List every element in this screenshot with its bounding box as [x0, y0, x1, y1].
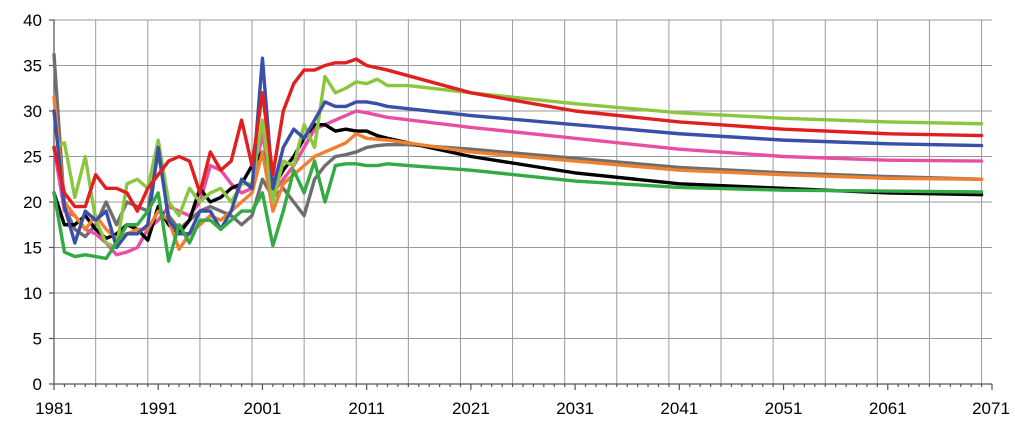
y-tick-label: 15	[23, 239, 42, 258]
series-line-7	[52, 57, 984, 213]
x-tick-label: 2061	[869, 399, 907, 418]
x-tick-label: 2011	[348, 399, 385, 418]
axes	[49, 19, 993, 390]
x-tick-label: 2021	[452, 399, 490, 418]
y-tick-label: 5	[33, 330, 42, 349]
series-lines	[52, 52, 984, 263]
series-line-8	[52, 159, 984, 263]
y-tick-label: 40	[23, 11, 42, 30]
series-line-5	[52, 74, 984, 250]
x-tick-label: 2031	[556, 399, 594, 418]
x-tick-label: 2071	[972, 399, 1010, 418]
x-tick-label: 2001	[244, 399, 282, 418]
y-tick-label: 10	[23, 284, 42, 303]
series-line-2	[52, 109, 984, 257]
y-tick-label: 0	[33, 375, 42, 394]
y-tick-label: 20	[23, 193, 42, 212]
tick-labels: 0 5 10 15 20 25 30 35 40 1981 1991 2001 2011 2021 2031…	[23, 11, 1010, 418]
series-line-6	[52, 56, 984, 250]
x-tick-label: 1981	[35, 399, 73, 418]
x-tick-label: 2041	[660, 399, 698, 418]
y-tick-label: 30	[23, 102, 42, 121]
x-tick-label: 2051	[765, 399, 803, 418]
y-tick-label: 35	[23, 57, 42, 76]
x-tick-label: 1991	[139, 399, 177, 418]
y-tick-label: 25	[23, 148, 42, 167]
